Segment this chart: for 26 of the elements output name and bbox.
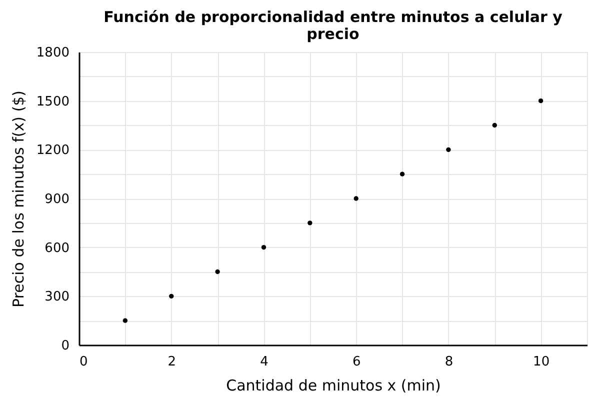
point bbox=[400, 172, 405, 176]
point bbox=[261, 244, 266, 250]
y-tick-label: 900 bbox=[44, 192, 70, 207]
y-tick-label: 300 bbox=[44, 290, 70, 305]
point bbox=[215, 269, 220, 274]
y-tick-label: 1500 bbox=[36, 94, 70, 110]
point bbox=[169, 294, 174, 299]
y-tick-label: 600 bbox=[44, 240, 70, 256]
chart-title: Función de proporcionalidad entre minutos a celular y precio bbox=[104, 8, 563, 43]
point bbox=[446, 147, 451, 152]
x-tick-label: 10 bbox=[533, 354, 550, 370]
x-axis-title: Cantidad de minutos x (min) bbox=[226, 376, 441, 394]
y-tick-label: 1800 bbox=[36, 46, 70, 60]
point bbox=[308, 220, 312, 226]
x-tick-label: 0 bbox=[80, 354, 88, 370]
x-tick-label: 4 bbox=[260, 354, 268, 370]
y-tick-label: 1200 bbox=[36, 143, 70, 158]
x-tick-label: 8 bbox=[444, 354, 454, 370]
y-tick-label: 0 bbox=[61, 338, 70, 354]
y-axis-title: Precio de los minutos f(x) ($) bbox=[9, 90, 28, 308]
point bbox=[354, 196, 358, 201]
point bbox=[538, 98, 544, 104]
x-tick-label: 2 bbox=[168, 354, 176, 370]
x-tick-label: 6 bbox=[352, 354, 361, 370]
point bbox=[492, 122, 497, 128]
point bbox=[122, 318, 128, 323]
